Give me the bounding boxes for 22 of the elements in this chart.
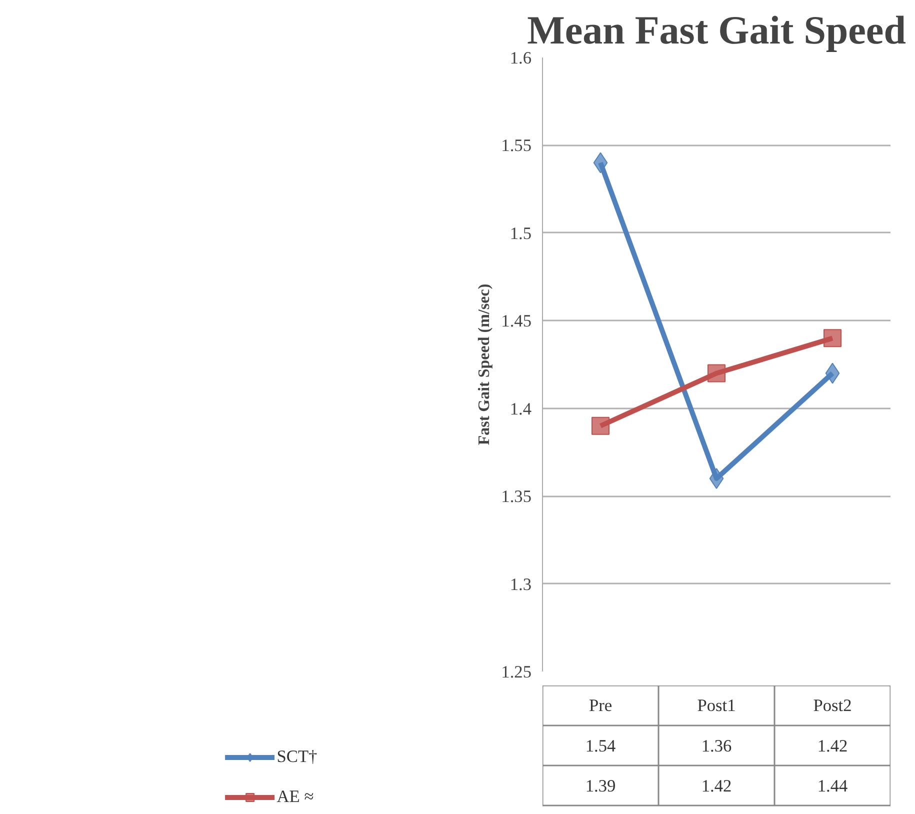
point [708, 364, 726, 382]
y-axis-title: Fast Gait Speed (m/sec) [476, 284, 494, 446]
data-label: 1.36 [701, 736, 732, 756]
y-tick-label: 1.4 [510, 399, 532, 418]
data-label: 1.44 [817, 776, 848, 796]
data-label: 1.39 [585, 776, 616, 796]
y-tick-label: 1.35 [501, 487, 532, 506]
point [824, 329, 842, 348]
y-tick-label: 1.25 [501, 662, 532, 682]
legend-label: AE ≈ [276, 787, 314, 807]
data-label: 1.42 [817, 736, 848, 756]
x-tick-label: Post1 [697, 696, 736, 715]
data-label: 1.54 [585, 736, 616, 756]
x-tick-label: Pre [588, 696, 612, 715]
x-tick-label: Post2 [813, 696, 852, 715]
data-label: 1.42 [701, 776, 732, 796]
y-tick-label: 1.45 [501, 312, 532, 331]
point [592, 416, 610, 435]
legend-label: SCT† [276, 747, 318, 767]
y-tick-label: 1.5 [510, 224, 532, 243]
y-tick-label: 1.3 [510, 574, 532, 594]
y-tick-label: 1.55 [501, 136, 532, 156]
